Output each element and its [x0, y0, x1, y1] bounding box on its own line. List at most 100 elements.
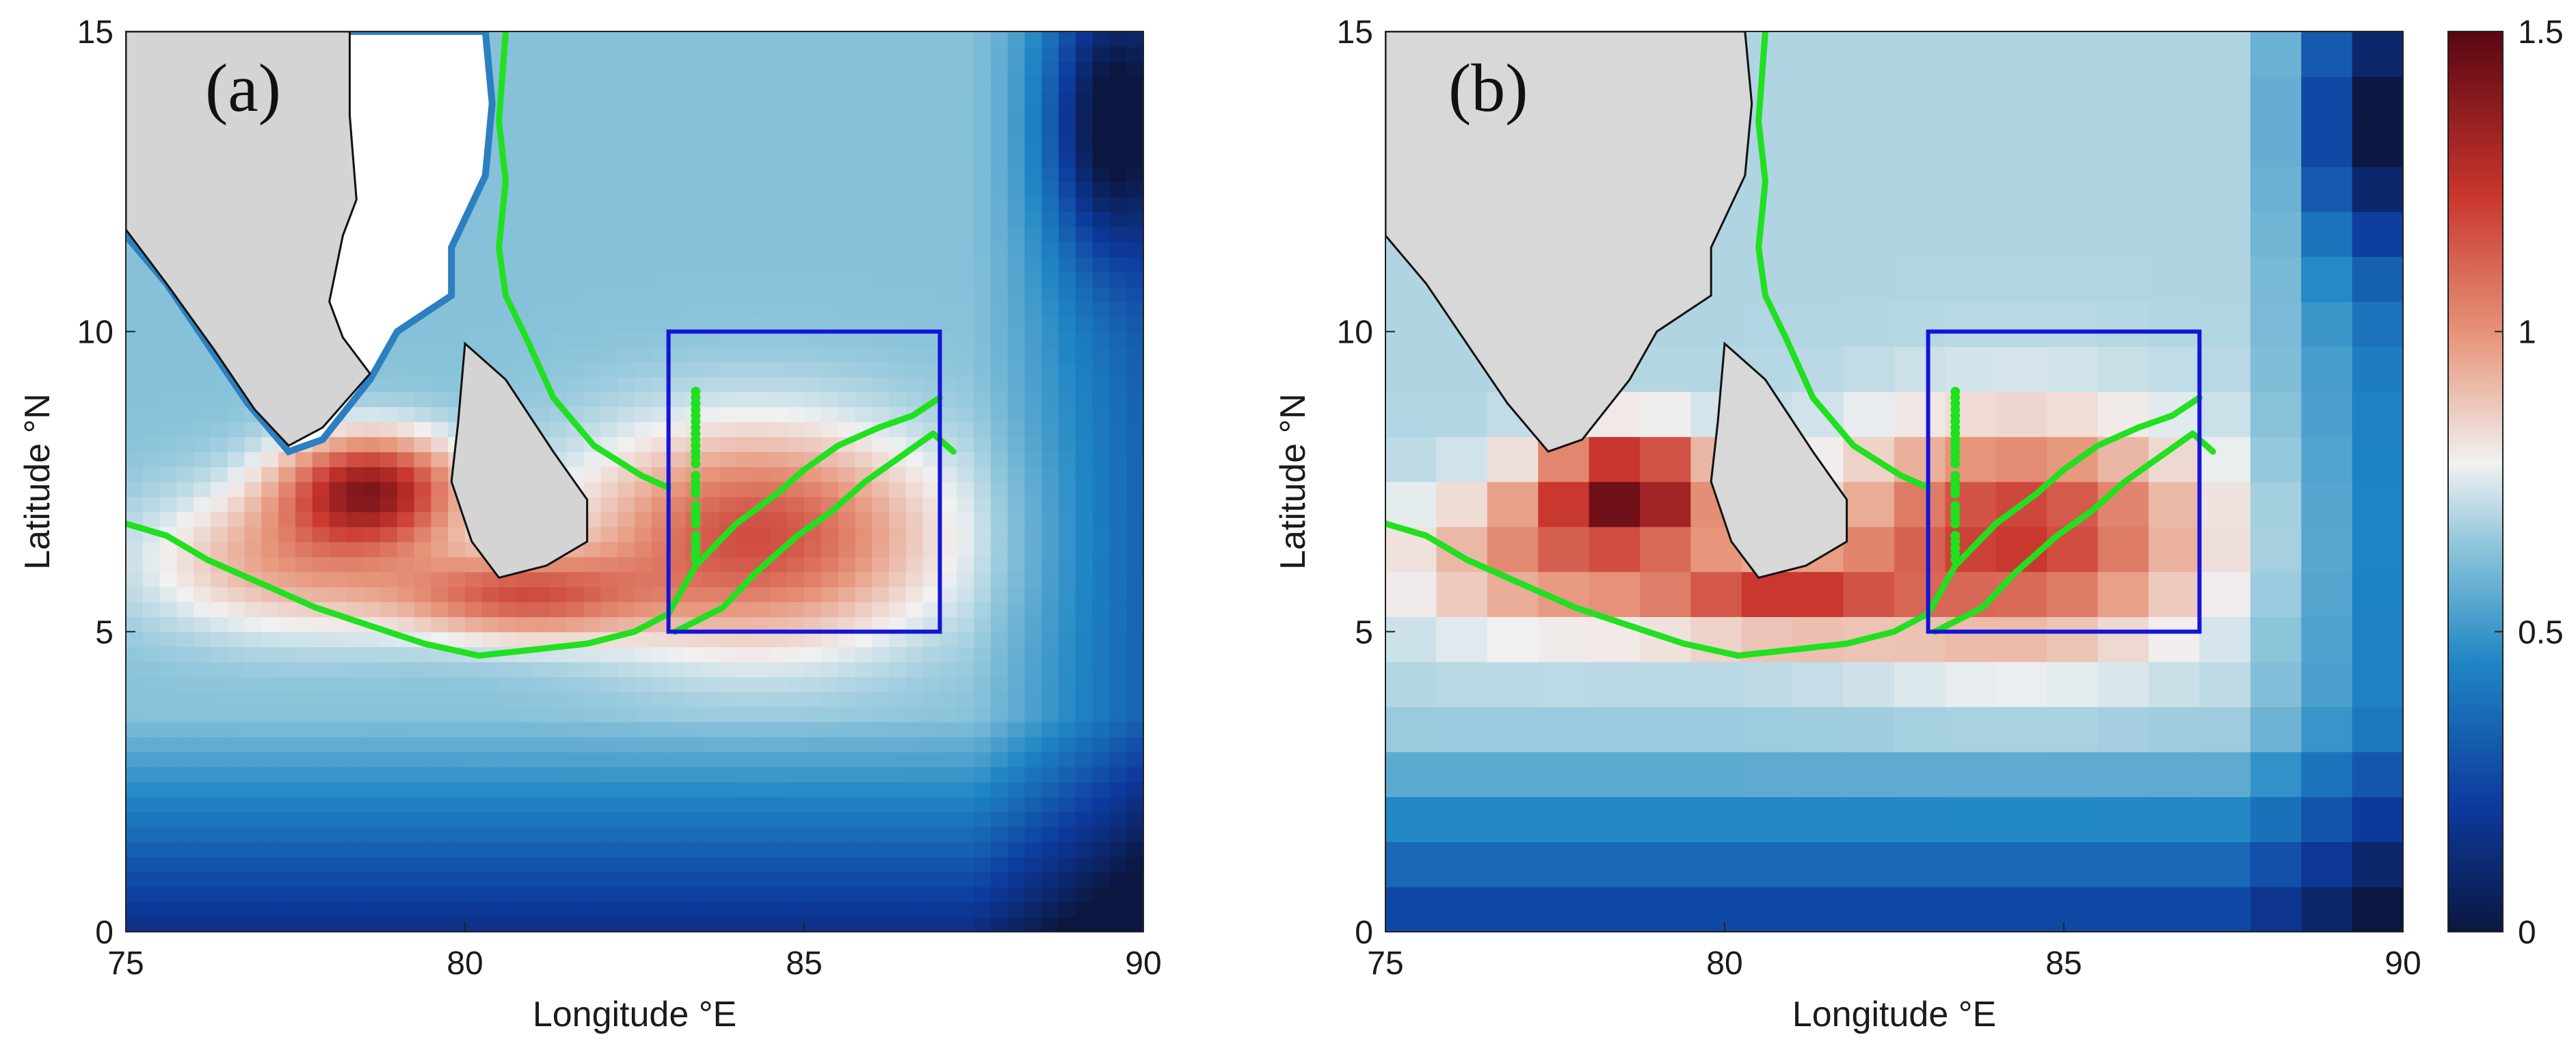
heatmap-pixel: [753, 662, 771, 677]
heatmap-pixel: [516, 106, 533, 122]
heatmap-pixel: [618, 796, 635, 813]
heatmap-pixel: [261, 541, 279, 558]
heatmap-cell: [1487, 482, 1539, 527]
heatmap-pixel: [922, 166, 941, 183]
heatmap-pixel: [787, 556, 805, 573]
heatmap-pixel: [872, 31, 890, 47]
heatmap-pixel: [821, 257, 839, 272]
heatmap-pixel: [736, 106, 754, 122]
heatmap-cell: [1385, 616, 1437, 662]
heatmap-cell: [2149, 571, 2200, 617]
heatmap-pixel: [244, 541, 263, 558]
heatmap-pixel: [600, 887, 618, 902]
heatmap-pixel: [990, 857, 1009, 873]
heatmap-pixel: [922, 316, 941, 332]
heatmap-pixel: [770, 511, 788, 527]
heatmap-pixel: [142, 826, 161, 843]
heatmap-pixel: [1126, 601, 1143, 618]
heatmap-pixel: [838, 811, 856, 828]
heatmap-pixel: [448, 511, 466, 527]
heatmap-pixel: [312, 616, 330, 633]
heatmap-pixel: [889, 196, 907, 212]
heatmap-pixel: [516, 917, 533, 932]
heatmap-cell: [1792, 76, 1844, 122]
heatmap-pixel: [922, 136, 941, 153]
heatmap-pixel: [126, 751, 144, 768]
heatmap-pixel: [651, 692, 669, 707]
heatmap-pixel: [600, 811, 618, 828]
heatmap-pixel: [974, 121, 992, 138]
heatmap-pixel: [787, 286, 805, 302]
heatmap-pixel: [957, 707, 974, 722]
heatmap-pixel: [550, 376, 568, 393]
heatmap-pixel: [668, 526, 687, 542]
heatmap-pixel: [821, 902, 839, 917]
heatmap-pixel: [550, 166, 568, 183]
heatmap-cell: [1690, 887, 1742, 932]
heatmap-pixel: [889, 781, 907, 798]
heatmap-cell: [2047, 707, 2099, 753]
heatmap-pixel: [1041, 211, 1059, 227]
heatmap-pixel: [550, 211, 568, 227]
heatmap-pixel: [753, 286, 771, 302]
heatmap-cell: [1995, 211, 2047, 257]
heatmap-pixel: [1059, 421, 1076, 437]
heatmap-pixel: [583, 286, 602, 302]
heatmap-pixel: [651, 872, 669, 887]
heatmap-pixel: [244, 526, 263, 542]
heatmap-pixel: [889, 346, 907, 363]
heatmap-pixel: [261, 616, 279, 633]
heatmap-pixel: [872, 257, 890, 272]
heatmap-pixel: [974, 646, 992, 662]
heatmap-pixel: [566, 796, 585, 813]
heatmap-cell: [1436, 887, 1488, 932]
heatmap-pixel: [940, 121, 957, 138]
heatmap-pixel: [635, 286, 652, 302]
colorbar-ticks: 00.511.5: [2495, 14, 2564, 951]
heatmap-pixel: [804, 241, 822, 257]
heatmap-pixel: [838, 421, 856, 437]
heatmap-pixel: [583, 136, 602, 153]
heatmap-pixel: [261, 887, 279, 902]
heatmap-cell: [1945, 257, 1997, 302]
y-tick-label: 10: [1337, 315, 1373, 351]
heatmap-pixel: [363, 766, 381, 783]
heatmap-pixel: [1126, 91, 1143, 107]
heatmap-pixel: [414, 571, 432, 588]
front-fragment: [1950, 519, 1961, 529]
heatmap-pixel: [838, 211, 856, 227]
heatmap-pixel: [804, 467, 822, 482]
heatmap-pixel: [872, 196, 890, 212]
heatmap-pixel: [736, 46, 754, 62]
heatmap-pixel: [1059, 511, 1076, 527]
heatmap-pixel: [753, 841, 771, 858]
heatmap-pixel: [600, 181, 618, 198]
heatmap-pixel: [719, 811, 737, 828]
heatmap-pixel: [261, 766, 279, 783]
heatmap-pixel: [431, 902, 449, 917]
heatmap-pixel: [227, 662, 245, 677]
heatmap-pixel: [702, 136, 720, 153]
heatmap-pixel: [821, 376, 839, 393]
heatmap-pixel: [600, 241, 618, 257]
heatmap-pixel: [787, 166, 805, 183]
heatmap-pixel: [397, 616, 415, 633]
heatmap-cell: [1640, 887, 1691, 932]
heatmap-pixel: [990, 887, 1009, 902]
heatmap-pixel: [1024, 707, 1042, 722]
heatmap-pixel: [533, 826, 550, 843]
heatmap-pixel: [550, 796, 568, 813]
heatmap-pixel: [1024, 766, 1042, 783]
heatmap-pixel: [838, 841, 856, 858]
heatmap-pixel: [126, 646, 144, 662]
heatmap-pixel: [126, 301, 144, 317]
heatmap-pixel: [312, 736, 330, 753]
heatmap-pixel: [804, 361, 822, 378]
heatmap-pixel: [889, 467, 907, 482]
heatmap-pixel: [261, 707, 279, 722]
heatmap-cell: [2352, 616, 2403, 662]
heatmap-pixel: [889, 257, 907, 272]
heatmap-pixel: [821, 76, 839, 92]
heatmap-pixel: [957, 646, 974, 662]
heatmap-pixel: [787, 586, 805, 603]
